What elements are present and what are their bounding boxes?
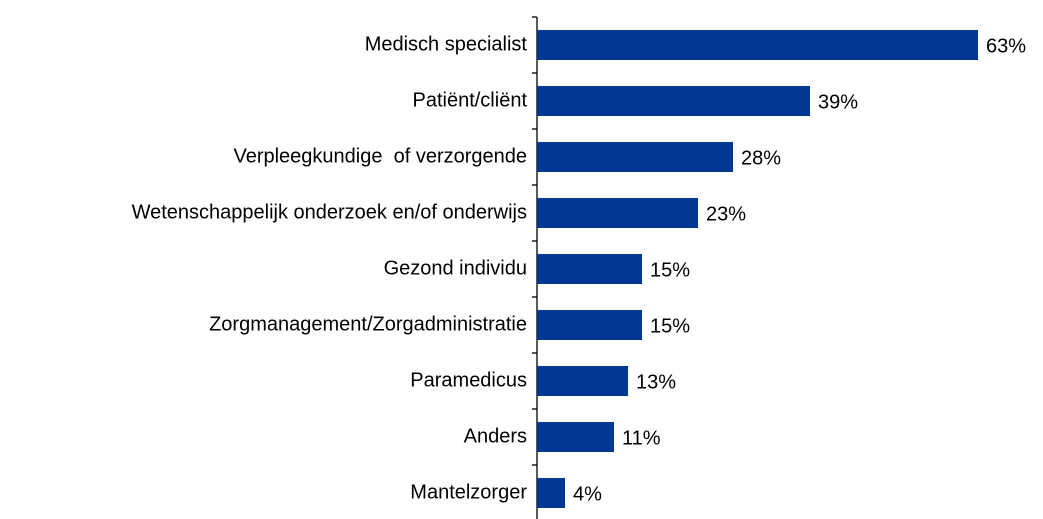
bar <box>537 86 810 116</box>
bar <box>537 198 698 228</box>
category-label: Medisch specialist <box>365 33 528 55</box>
category-label: Verpleegkundige of verzorgende <box>233 145 527 167</box>
bar <box>537 30 978 60</box>
value-label: 15% <box>650 315 690 337</box>
category-label: Mantelzorger <box>410 481 527 503</box>
category-label: Anders <box>464 425 527 447</box>
category-label: Wetenschappelijk onderzoek en/of onderwi… <box>132 201 527 223</box>
value-label: 28% <box>741 147 781 169</box>
value-label: 11% <box>622 427 661 449</box>
value-label: 4% <box>573 483 602 505</box>
value-label: 15% <box>650 259 690 281</box>
category-label: Gezond individu <box>384 257 527 279</box>
bar <box>537 422 614 452</box>
value-label: 39% <box>818 91 858 113</box>
category-label: Patiënt/cliënt <box>412 89 527 111</box>
bar <box>537 310 642 340</box>
category-label: Zorgmanagement/Zorgadministratie <box>209 313 527 335</box>
value-label: 13% <box>636 371 676 393</box>
category-label: Paramedicus <box>410 369 527 391</box>
bar <box>537 142 733 172</box>
value-label: 63% <box>986 35 1026 57</box>
bar <box>537 478 565 508</box>
bar <box>537 366 628 396</box>
bar <box>537 254 642 284</box>
value-label: 23% <box>706 203 746 225</box>
